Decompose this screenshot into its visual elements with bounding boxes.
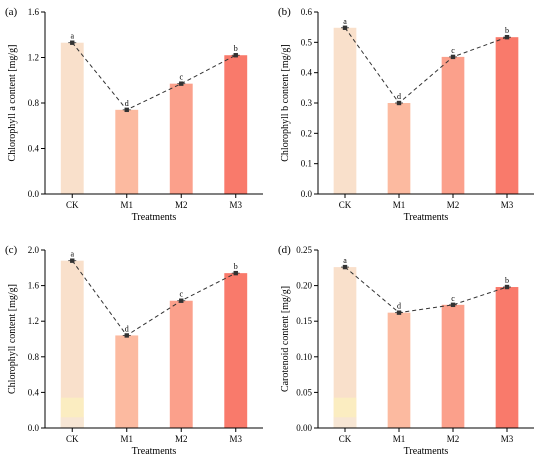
mean-trend-line [344, 27, 508, 104]
y-axis-title: Chlorophyll a content [mg/g] [7, 45, 18, 162]
y-tick-label: 0.20 [296, 281, 312, 291]
bar-ck-base-strip [60, 417, 84, 428]
x-tick-label: CK [339, 434, 352, 444]
y-tick-label: 0.4 [28, 144, 40, 154]
bar-ck [333, 27, 357, 195]
x-tick-label: CK [66, 200, 79, 210]
y-tick-label: 1.2 [28, 53, 39, 63]
y-tick-label: 0.0 [301, 189, 313, 199]
bar-m3 [224, 273, 248, 428]
bar-ck [333, 267, 357, 428]
significance-letter: b [234, 44, 238, 53]
significance-letter: b [505, 276, 509, 285]
x-tick-label: M3 [229, 434, 242, 444]
chart-panel-d: a d c b 0.00 0.05 0.10 0.15 0.20 0.25 CK M1 M2 M3 Trea… [278, 244, 534, 457]
significance-letter: b [505, 26, 509, 35]
x-tick-label: M3 [501, 434, 514, 444]
x-tick-label: M2 [447, 434, 460, 444]
chart-panel-a: a d c b 0.0 0.4 0.8 1.2 1.6 CK M1 M2 M3 Treatments Chl… [5, 6, 263, 223]
y-tick-label: 0.2 [301, 128, 312, 138]
x-tick-label: CK [66, 434, 79, 444]
bar-m1 [387, 103, 411, 194]
y-tick-label: 0.8 [28, 352, 40, 362]
y-tick-label: 0.05 [296, 387, 312, 397]
bar-ck-base-strip [333, 417, 357, 428]
y-tick-label: 0.6 [301, 7, 313, 17]
y-tick-label: 1.6 [28, 7, 40, 17]
x-tick-label: M1 [393, 434, 406, 444]
significance-letter: c [451, 46, 455, 55]
significance-letter: d [397, 92, 401, 101]
x-tick-label: M3 [229, 200, 242, 210]
y-axis-title: Chlorophyll content [mg/g] [7, 284, 18, 394]
y-tick-label: 0.4 [301, 68, 313, 78]
bar-m1 [115, 335, 139, 428]
y-tick-label: 0.4 [28, 387, 40, 397]
x-tick-label: M2 [175, 200, 188, 210]
mean-trend-line [71, 260, 236, 337]
significance-letter: a [343, 256, 347, 265]
bar-m1 [387, 312, 411, 428]
bar-m3 [224, 55, 248, 194]
x-axis-title: Treatments [132, 446, 177, 457]
significance-letter: d [125, 99, 129, 108]
y-tick-label: 0.10 [296, 352, 312, 362]
y-tick-label: 0.25 [296, 245, 312, 255]
significance-letter: c [179, 290, 183, 299]
y-tick-label: 0.3 [301, 98, 313, 108]
significance-letter: a [70, 32, 74, 41]
x-tick-label: M2 [175, 434, 188, 444]
y-tick-label: 1.6 [28, 281, 40, 291]
y-tick-label: 0.5 [301, 37, 313, 47]
y-tick-label: 0.1 [301, 159, 312, 169]
x-axis-title: Treatments [404, 446, 449, 457]
x-axis-title: Treatments [404, 212, 449, 223]
chart-panel-c: a d c b 0.0 0.4 0.8 1.2 1.6 2.0 CK M1 M2 M3 Treatments… [5, 244, 263, 457]
x-tick-label: M3 [501, 200, 514, 210]
x-axis-title: Treatments [132, 212, 177, 223]
bar-m2 [441, 304, 465, 428]
x-tick-label: M2 [447, 200, 460, 210]
bar-ck [60, 260, 84, 428]
panel-label: (a) [5, 6, 18, 18]
y-tick-label: 0.15 [296, 316, 312, 326]
x-tick-label: M1 [393, 200, 406, 210]
bar-m2 [169, 83, 193, 194]
panel-label: (d) [278, 244, 291, 256]
chart-panel-b: a d c b 0.0 0.1 0.2 0.3 0.4 0.5 0.6 CK M1 M2 M3 Treatme… [278, 6, 534, 223]
y-tick-label: 0.8 [28, 98, 40, 108]
significance-letter: a [343, 17, 347, 26]
y-tick-label: 2.0 [28, 245, 40, 255]
x-tick-label: CK [339, 200, 352, 210]
bar-m2 [169, 300, 193, 428]
y-tick-label: 0.0 [28, 423, 40, 433]
panel-label: (b) [278, 6, 291, 18]
panel-label: (c) [5, 244, 18, 256]
y-tick-label: 0.0 [28, 189, 40, 199]
significance-letter: d [125, 324, 129, 333]
bar-m1 [115, 109, 139, 194]
bar-m3 [495, 37, 519, 194]
mean-trend-line [71, 42, 236, 111]
significance-letter: d [397, 302, 401, 311]
mean-trend-line [344, 266, 508, 314]
bar-ck [60, 42, 84, 195]
y-tick-label: 1.2 [28, 316, 39, 326]
bar-m3 [495, 287, 519, 428]
y-axis-title: Carotenoid content [mg/g] [280, 286, 291, 392]
x-tick-label: M1 [120, 434, 133, 444]
y-axis-title: Chlorophyll b content [mg/g] [280, 44, 291, 162]
significance-letter: a [70, 250, 74, 259]
significance-letter: c [179, 73, 183, 82]
bar-m2 [441, 56, 465, 194]
y-tick-label: 0.00 [296, 423, 312, 433]
significance-letter: b [234, 262, 238, 271]
x-tick-label: M1 [120, 200, 133, 210]
significance-letter: c [451, 294, 455, 303]
